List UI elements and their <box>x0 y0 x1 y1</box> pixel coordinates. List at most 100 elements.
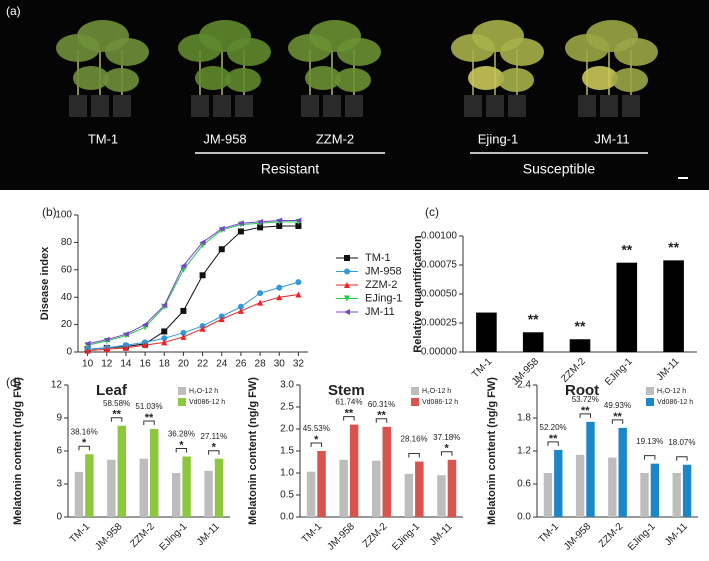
bracket <box>208 450 220 455</box>
bracket <box>547 441 559 446</box>
panel-label: (b) <box>42 205 57 219</box>
x-tick-label: 26 <box>235 359 247 370</box>
panel-label: (a) <box>6 4 21 18</box>
x-tick-label: EJing-1 <box>603 356 635 388</box>
point <box>237 303 244 310</box>
x-tick-label: TM-1 <box>470 356 495 381</box>
bar <box>522 332 544 352</box>
bar <box>404 473 414 517</box>
increase-label: 18.07% <box>668 438 695 447</box>
increase-label: 52.20% <box>540 423 567 432</box>
point <box>276 222 283 229</box>
leaf <box>468 66 504 90</box>
significance: ** <box>345 408 354 420</box>
pot <box>578 95 596 117</box>
bar <box>437 475 446 517</box>
increase-label: 58.58% <box>103 399 130 408</box>
bar <box>447 459 457 517</box>
series-line <box>87 293 299 352</box>
pot <box>600 95 618 117</box>
increase-label: 60.31% <box>368 400 395 409</box>
leaf <box>305 66 341 90</box>
increase-label: 53.72% <box>572 395 599 404</box>
increase-label: 36.28% <box>168 430 195 439</box>
bar <box>171 473 181 517</box>
significance: ** <box>575 318 586 334</box>
chart-title: Root <box>565 382 599 399</box>
increase-label: 45.53% <box>303 424 330 433</box>
legend-label: Vd086-12 h <box>189 399 225 406</box>
x-tick-label: ZZM-2 <box>559 356 588 385</box>
leaf <box>612 68 648 92</box>
y-tick-label: 0 <box>56 512 62 523</box>
point <box>276 284 283 291</box>
legend-label: H₂O-12 h <box>422 388 451 395</box>
point <box>344 282 350 288</box>
x-tick-label: 10 <box>82 359 94 370</box>
point <box>344 255 350 261</box>
bracket <box>310 442 323 447</box>
significance: * <box>445 443 450 455</box>
pot <box>69 95 87 117</box>
significance: ** <box>112 409 121 421</box>
x-tick-label: JM-958 <box>326 521 358 553</box>
y-tick-label: 0 <box>66 347 72 358</box>
y-tick-label: 1.8 <box>517 413 531 424</box>
series-line <box>87 221 299 346</box>
increase-label: 61.74% <box>335 398 362 407</box>
y-tick-label: 0.00075 <box>421 260 458 271</box>
bar <box>608 457 617 517</box>
y-tick-label: 3.0 <box>280 380 294 391</box>
y-tick-label: 80 <box>61 237 73 248</box>
y-tick-label: 100 <box>55 210 72 221</box>
bar <box>554 449 563 517</box>
bar <box>618 427 627 517</box>
bracket <box>611 419 624 424</box>
bracket <box>579 413 591 418</box>
legend-swatch <box>646 387 654 395</box>
point <box>142 321 149 328</box>
significance: * <box>179 439 184 451</box>
x-tick-label: TM-1 <box>537 521 562 546</box>
x-tick-label: JM-11 <box>663 521 690 548</box>
y-tick-label: 0.00050 <box>421 289 458 300</box>
y-tick-label: 40 <box>61 292 73 303</box>
bar <box>372 460 381 517</box>
point <box>295 291 302 298</box>
panel-label: (c) <box>425 205 439 219</box>
plant-label: TM-1 <box>88 131 118 146</box>
point <box>257 299 264 306</box>
pot <box>464 95 482 117</box>
significance: ** <box>377 410 386 422</box>
pot <box>301 95 319 117</box>
point <box>344 268 350 275</box>
x-tick-label: JM-11 <box>428 521 455 548</box>
point <box>295 279 302 286</box>
x-tick-label: 14 <box>120 359 132 370</box>
series-line <box>87 219 299 345</box>
legend-label: H₂O-12 h <box>657 388 686 395</box>
y-axis-label: Melatonin content (ng/g FW) <box>12 377 24 525</box>
plant-label: JM-958 <box>203 131 246 146</box>
point <box>237 228 244 235</box>
point <box>257 218 264 225</box>
x-tick-label: ZZM-2 <box>128 521 157 550</box>
bar <box>415 461 424 517</box>
y-tick-label: 0.00000 <box>421 347 458 358</box>
point <box>276 217 283 224</box>
point <box>161 339 168 346</box>
y-tick-label: 1.0 <box>280 468 294 479</box>
legend-label: Vd086-12 h <box>657 399 693 406</box>
x-tick-label: TM-1 <box>68 521 93 546</box>
point <box>218 225 225 232</box>
y-tick-label: 0.0 <box>280 512 294 523</box>
x-tick-label: 32 <box>293 359 305 370</box>
significance: ** <box>613 411 622 423</box>
significance: * <box>212 442 217 454</box>
group-label: Susceptible <box>523 161 596 177</box>
point <box>161 335 168 342</box>
bracket <box>143 420 155 425</box>
y-tick-label: 2.0 <box>280 424 294 435</box>
y-tick-label: 1.5 <box>280 446 294 457</box>
x-tick-label: EJing-1 <box>390 521 422 553</box>
